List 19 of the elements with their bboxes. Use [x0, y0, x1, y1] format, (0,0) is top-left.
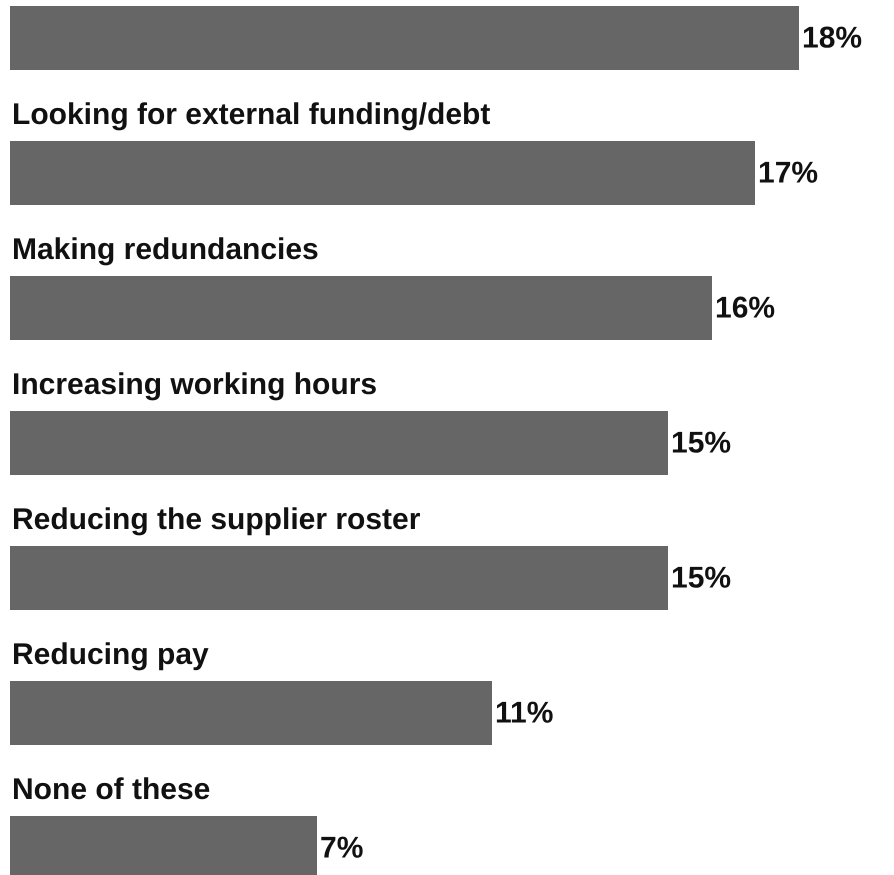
- data-label: 11%: [495, 696, 554, 730]
- bar: [10, 411, 668, 475]
- data-label: 16%: [715, 292, 776, 324]
- bar: [10, 681, 492, 745]
- y-tick-label: Reducing the supplier roster: [12, 503, 421, 536]
- data-label: 7%: [320, 832, 364, 864]
- data-label: 15%: [671, 562, 732, 594]
- data-label: 18%: [802, 22, 862, 54]
- y-tick-label: Looking for external funding/debt: [12, 98, 490, 131]
- bar: [10, 141, 755, 205]
- y-tick-label: None of these: [12, 773, 210, 806]
- bar: [10, 276, 712, 340]
- y-tick-label: Reducing pay: [12, 638, 210, 671]
- bar: [10, 6, 799, 70]
- y-tick-label: Making redundancies: [12, 233, 319, 266]
- bar: [10, 546, 668, 610]
- data-label: 17%: [758, 156, 818, 190]
- y-tick-label: Increasing working hours: [12, 368, 378, 401]
- data-label: 15%: [671, 426, 732, 460]
